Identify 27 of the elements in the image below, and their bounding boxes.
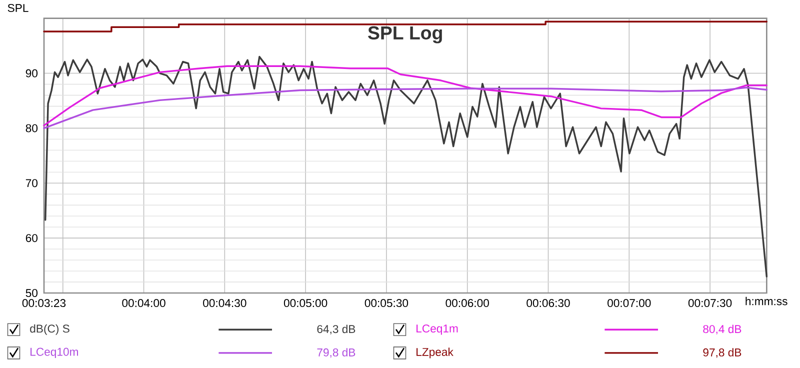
y-tick-label: 80 bbox=[26, 124, 38, 132]
text: LCeq10m bbox=[30, 348, 78, 358]
text: 64,3 dB bbox=[317, 324, 356, 334]
chart-title: SPL Log bbox=[368, 26, 442, 44]
text: LZpeak bbox=[416, 348, 454, 358]
x-tick-label: 00:06:30 bbox=[526, 299, 570, 308]
line-series bbox=[43, 86, 768, 130]
text: 97,8 dB bbox=[703, 348, 742, 358]
y-tick-label: 90 bbox=[26, 69, 38, 78]
text: 79,8 dB bbox=[317, 348, 356, 358]
text: LCeq1m bbox=[416, 324, 458, 335]
text: 80,4 dB bbox=[703, 324, 742, 334]
x-tick-label: 00:04:00 bbox=[122, 299, 166, 308]
line-series bbox=[43, 65, 768, 126]
x-tick-label: 00:07:30 bbox=[688, 299, 732, 308]
x-tick-label: 00:05:00 bbox=[284, 299, 328, 308]
text: dB(C) S bbox=[30, 324, 70, 335]
x-tick-label: 00:04:30 bbox=[203, 299, 246, 308]
y-tick-label: 50 bbox=[26, 288, 38, 298]
x-tick-label: 00:03:23 bbox=[22, 299, 66, 308]
y-tick-label: 60 bbox=[26, 234, 38, 242]
x-tick-label: 00:06:00 bbox=[446, 299, 489, 308]
x-tick-label: 00:07:00 bbox=[608, 299, 651, 308]
x-axis-title: h:mm:ss bbox=[746, 296, 788, 306]
y-axis-title: SPL bbox=[8, 4, 28, 12]
y-tick-label: 70 bbox=[26, 179, 38, 188]
x-tick-label: 00:05:30 bbox=[364, 299, 408, 308]
